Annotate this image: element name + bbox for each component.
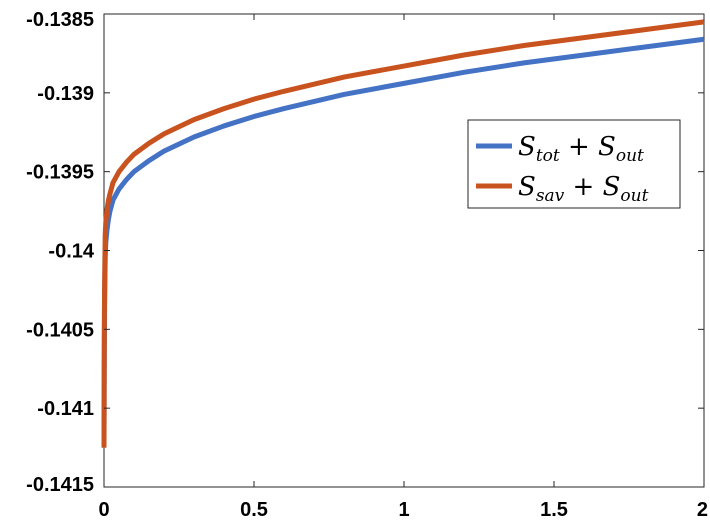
legend-text-part: out xyxy=(620,186,648,206)
legend-text-part: out xyxy=(616,146,644,166)
y-tick-label: -0.1405 xyxy=(26,319,94,341)
x-tick-label: 0 xyxy=(98,499,109,521)
x-tick-label: 1.5 xyxy=(540,499,568,521)
legend-text-part: + xyxy=(564,172,602,202)
series-layer xyxy=(101,19,705,448)
y-tick-label: -0.1415 xyxy=(26,474,94,496)
legend-text-part: tot xyxy=(536,146,560,166)
axis-ticks: 0 0.5 1 1.5 2 -0.1385 -0.139 -0.1395 -0.14 -0.140… xyxy=(26,9,708,521)
legend-text-part: S xyxy=(598,132,616,162)
legend-text-part: sav xyxy=(536,186,565,206)
y-tick-label: -0.1395 xyxy=(26,162,94,184)
legend-box xyxy=(467,119,681,209)
x-tick-label: 0.5 xyxy=(240,499,268,521)
y-tick-label: -0.14 xyxy=(48,241,94,263)
legend-text-part: S xyxy=(518,172,536,202)
y-tick-label: -0.1385 xyxy=(26,9,94,31)
legend-text-part: S xyxy=(518,132,536,162)
series-line-2 xyxy=(101,19,705,448)
x-tick-label: 1 xyxy=(398,499,409,521)
legend-text-part: + xyxy=(560,132,598,162)
y-tick-label: -0.141 xyxy=(37,398,94,420)
legend-entry: Ssav + Sout xyxy=(518,172,649,206)
x-tick-label: 2 xyxy=(697,499,708,521)
legend-text-part: S xyxy=(603,172,621,202)
plot-frame xyxy=(103,13,705,488)
plot-area xyxy=(103,13,705,488)
legend-entry: Stot + Sout xyxy=(518,132,644,166)
y-tick-label: -0.139 xyxy=(37,83,94,105)
